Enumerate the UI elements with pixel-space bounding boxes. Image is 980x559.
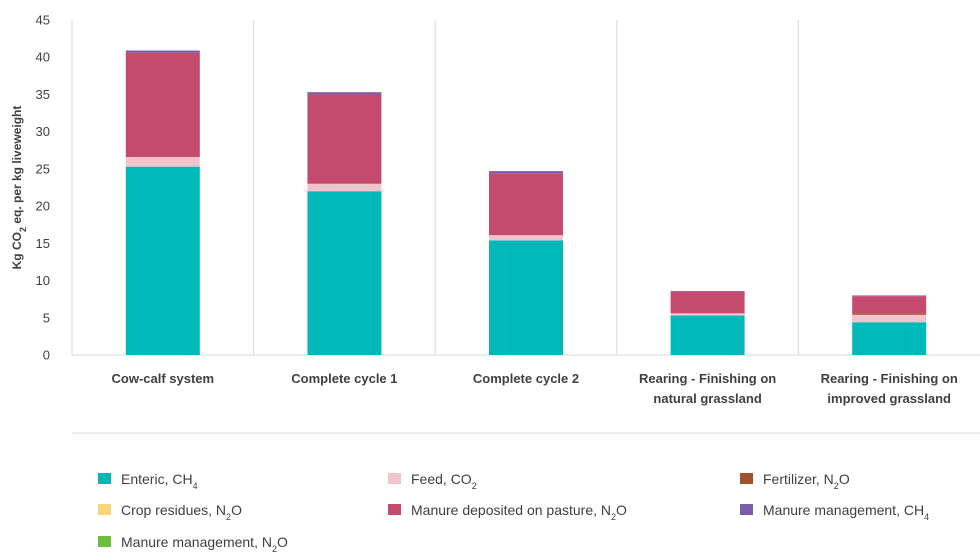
legend: Enteric, CH4 Feed, CO2 Fertilizer, N2O Crop… [98,471,929,554]
bar-segment [670,313,745,316]
y-tick-label: 20 [36,199,50,214]
bar-segment [852,295,927,297]
legend-swatch [740,504,753,515]
y-tick-label: 10 [36,273,50,288]
y-axis-title-text: Kg CO2 eq. per kg liveweight [10,106,28,270]
x-tick-label: improved grassland [827,391,951,406]
legend-label: Manure deposited on pasture, N2O [411,502,627,522]
y-tick-label: 5 [43,310,50,325]
x-tick-label: Cow-calf system [112,371,215,386]
legend-label: Fertilizer, N2O [763,471,850,491]
y-tick-label: 15 [36,236,50,251]
legend-label: Enteric, CH4 [121,471,198,491]
x-tick-label: Complete cycle 2 [473,371,579,386]
legend-label: Manure management, CH4 [763,502,929,522]
y-tick-label: 45 [36,13,50,28]
legend-swatch [98,536,111,547]
bar-segment [489,235,563,241]
bar-segment [852,313,927,315]
x-tick-label: Rearing - Finishing on [821,371,958,386]
legend-swatch [98,504,111,515]
legend-swatch [388,473,401,484]
y-tick-label: 0 [43,348,50,363]
bar-segment [489,173,563,236]
bar-segment [852,314,927,323]
y-tick-label: 25 [36,161,50,176]
y-tick-label: 40 [36,50,50,65]
bar-segment [125,52,200,157]
bar-segment [307,92,382,95]
y-tick-labels: 0 5 10 15 20 25 30 35 40 45 [36,13,50,363]
y-tick-label: 35 [36,87,50,102]
x-tick-label: Complete cycle 1 [291,371,397,386]
bar-segment [307,94,382,184]
bar-segment [852,296,927,314]
bar-segment [670,290,745,292]
bar-segment [307,183,382,192]
x-tick-label: natural grassland [653,391,761,406]
bar-segment [125,50,200,53]
bar-segment [125,156,200,167]
bar-segment [307,191,382,355]
x-tick-label: Rearing - Finishing on [639,371,776,386]
legend-label: Feed, CO2 [411,471,477,491]
y-axis-title: Kg CO2 eq. per kg liveweight [10,106,28,270]
bars [125,50,927,355]
bar-segment [852,322,927,355]
legend-label: Manure management, N2O [121,534,288,554]
legend-swatch [98,473,111,484]
bar-segment [670,315,745,355]
legend-swatch [740,473,753,484]
bar-segment [489,171,563,174]
bar-segment [125,166,200,355]
legend-swatch [388,504,401,515]
bar-segment [489,240,563,355]
x-tick-labels: Cow-calf system Complete cycle 1 Complete … [112,371,958,406]
legend-label: Crop residues, N2O [121,502,242,522]
y-tick-label: 30 [36,124,50,139]
bar-segment [670,291,745,314]
